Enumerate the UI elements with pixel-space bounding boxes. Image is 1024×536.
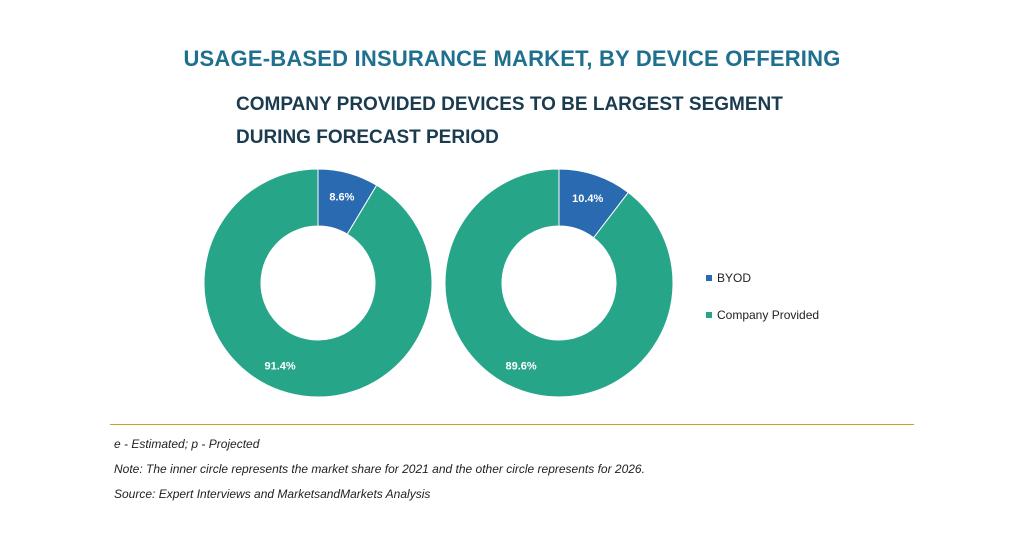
chart-title: USAGE-BASED INSURANCE MARKET, BY DEVICE … [183, 46, 841, 71]
legend-swatch-byod [706, 275, 712, 281]
legend-item-company-provided: Company Provided [706, 307, 819, 323]
data-label: 89.6% [505, 360, 536, 372]
footnote-source: Source: Expert Interviews and Marketsand… [114, 487, 431, 501]
chart-subtitle: COMPANY PROVIDED DEVICES TO BE LARGEST S… [236, 94, 783, 148]
footnotes: e - Estimated; p - Projected Note: The i… [114, 436, 645, 511]
data-label: 8.6% [329, 192, 354, 204]
footnote-note: Note: The inner circle represents the ma… [114, 462, 645, 476]
donut-charts: 8.6% 91.4% 10.4% 89.6% [203, 168, 674, 398]
legend-label-byod: BYOD [717, 271, 752, 285]
data-label: 91.4% [264, 360, 295, 372]
legend-swatch-company-provided [706, 312, 712, 318]
legend: BYOD Company Provided [706, 270, 819, 344]
data-label: 10.4% [572, 193, 603, 205]
donut-slice-company-provided [444, 168, 674, 398]
footnote-estimated: e - Estimated; p - Projected [114, 437, 260, 451]
legend-label-company-provided: Company Provided [717, 308, 820, 322]
legend-item-byod: BYOD [706, 270, 819, 286]
footer-divider [110, 424, 914, 425]
donut-slice-company-provided [203, 168, 433, 398]
